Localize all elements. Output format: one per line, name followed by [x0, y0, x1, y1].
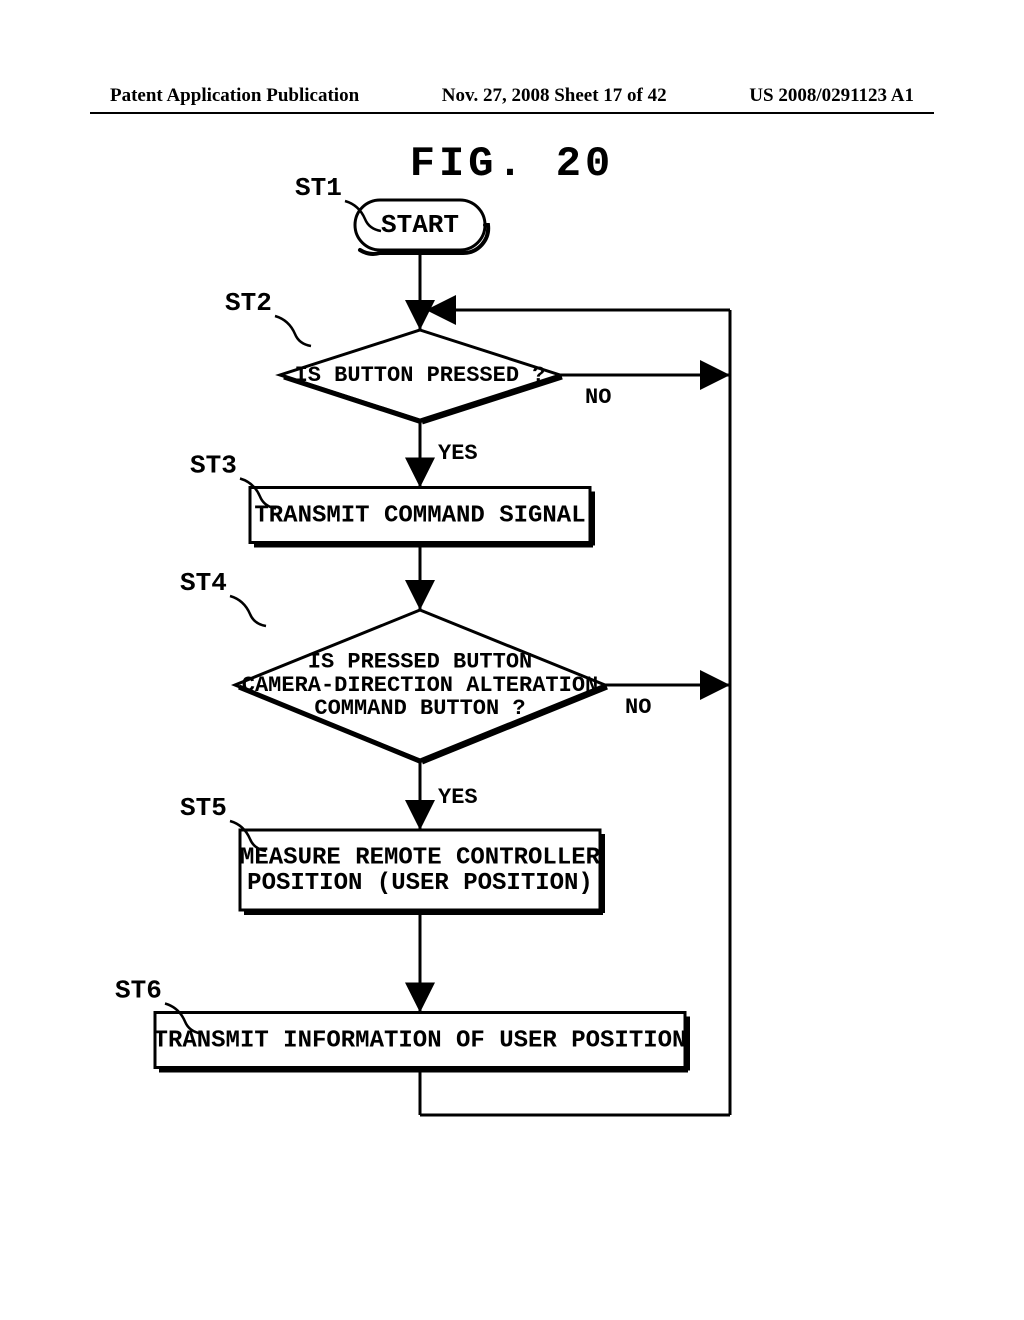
svg-text:TRANSMIT COMMAND SIGNAL: TRANSMIT COMMAND SIGNAL: [254, 502, 585, 529]
svg-text:CAMERA-DIRECTION ALTERATION: CAMERA-DIRECTION ALTERATION: [242, 673, 598, 698]
svg-text:START: START: [381, 210, 459, 240]
svg-text:YES: YES: [438, 441, 478, 466]
svg-text:ST2: ST2: [225, 288, 272, 318]
svg-text:NO: NO: [585, 385, 611, 410]
svg-text:MEASURE REMOTE CONTROLLER: MEASURE REMOTE CONTROLLER: [240, 845, 601, 872]
svg-text:TRANSMIT INFORMATION OF USER P: TRANSMIT INFORMATION OF USER POSITION: [154, 1027, 687, 1054]
svg-text:IS PRESSED BUTTON: IS PRESSED BUTTON: [308, 650, 532, 675]
flowchart-svg: START ST1 IS BUTTON PRESSED ? ST2 TRANSMIT C…: [0, 0, 1024, 1320]
svg-text:COMMAND BUTTON ?: COMMAND BUTTON ?: [314, 696, 525, 721]
svg-text:NO: NO: [625, 695, 651, 720]
svg-text:ST5: ST5: [180, 793, 227, 823]
svg-text:ST4: ST4: [180, 568, 227, 598]
svg-text:YES: YES: [438, 785, 478, 810]
svg-text:ST1: ST1: [295, 173, 342, 203]
svg-text:ST6: ST6: [115, 976, 162, 1006]
svg-text:ST3: ST3: [190, 451, 237, 481]
svg-text:IS BUTTON PRESSED ?: IS BUTTON PRESSED ?: [295, 363, 546, 388]
svg-text:POSITION (USER POSITION): POSITION (USER POSITION): [247, 870, 593, 897]
